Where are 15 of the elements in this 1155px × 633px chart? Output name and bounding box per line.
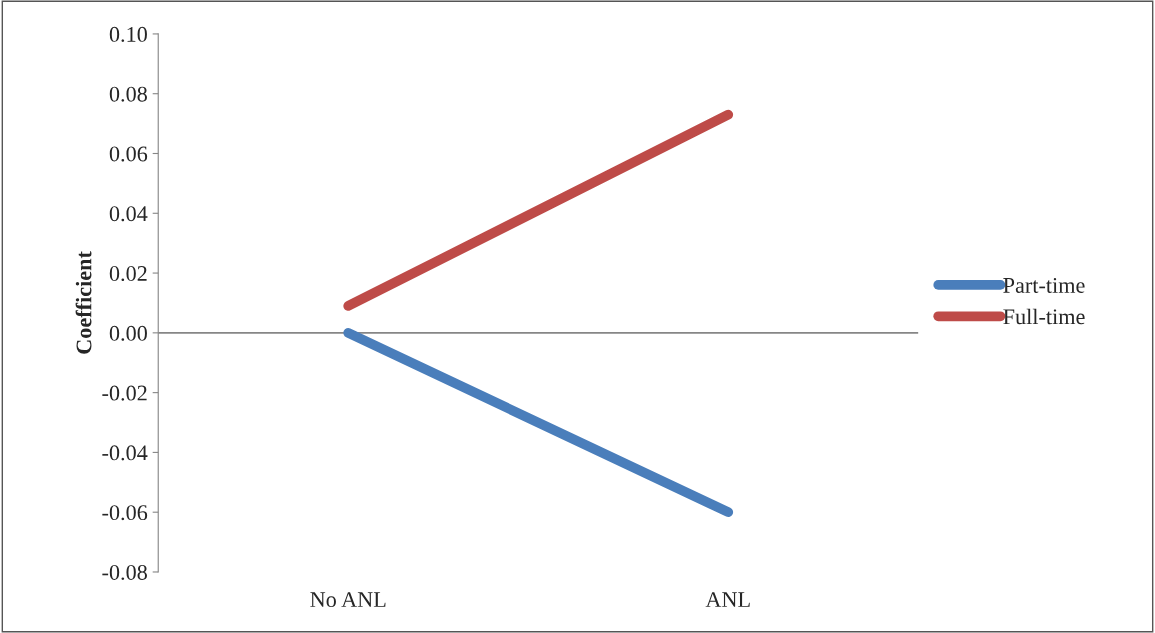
y-tick-label: -0.08 [102, 564, 147, 580]
y-tick-label: 0.06 [109, 146, 148, 162]
y-tick-label: 0.08 [109, 86, 147, 102]
y-tick-label: 0.02 [109, 265, 147, 282]
y-tick-label: 0.10 [109, 26, 147, 42]
x-tick-label: No ANL [310, 592, 386, 608]
y-tick-label: 0.04 [109, 206, 148, 222]
x-tick-label: ANL [705, 592, 750, 607]
y-tick-label: -0.04 [102, 445, 148, 461]
legend-label: Part-time [1003, 277, 1085, 293]
legend-label: Full-time [1003, 308, 1085, 325]
y-tick-label: 0.00 [109, 325, 147, 341]
y-axis-title: Coefficient [75, 251, 92, 354]
y-tick-label: -0.06 [102, 505, 148, 521]
y-tick-label: -0.02 [102, 385, 147, 401]
